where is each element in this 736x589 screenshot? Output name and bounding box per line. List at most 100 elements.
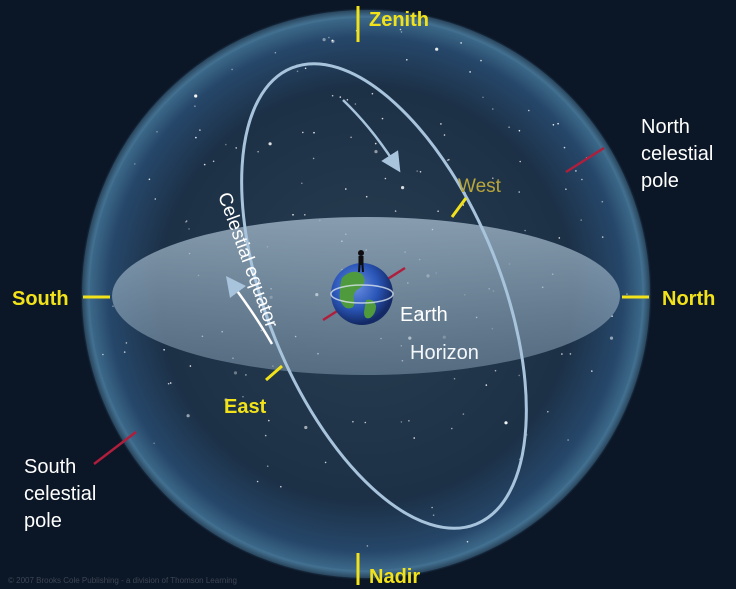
earth-label: Earth [400,304,448,326]
star [626,293,628,295]
star [552,124,555,126]
star [451,427,453,430]
star [189,365,192,367]
star [167,382,170,385]
star [565,188,567,190]
star [381,117,384,120]
star [256,480,259,483]
star [125,342,128,344]
south-celestial-pole-line-3: pole [24,510,62,532]
south-celestial-pole-label: South celestial pole [24,454,96,535]
star [569,353,572,355]
star [518,129,521,132]
star [148,178,151,181]
star [528,109,530,112]
star [264,434,267,437]
star [268,419,270,422]
sphere-glow-rim [82,10,650,578]
star [374,150,378,154]
star [519,160,521,163]
east-label: East [224,396,267,418]
north-celestial-pole-line-1: North [641,116,690,138]
star [580,219,582,221]
star [419,171,422,173]
star [408,420,410,422]
star [154,198,157,200]
equator-arrow-east [226,275,274,345]
east-tick [265,364,283,382]
star [331,39,334,42]
star [322,38,326,42]
star [406,59,408,61]
star [394,210,397,212]
star [227,209,230,212]
star [374,142,377,145]
star [400,31,403,33]
star [482,96,484,99]
star [563,146,566,149]
star [274,51,277,54]
north-celestial-pole-line-3: pole [641,170,679,192]
star [466,540,469,543]
star [518,374,520,377]
star [581,178,583,181]
star [328,36,330,39]
star [352,420,354,423]
star [567,439,569,441]
star [365,195,368,198]
west-label: West [458,176,501,197]
star [331,94,334,97]
star [346,99,349,101]
star [601,200,604,203]
south-celestial-pole-line-1: South [24,456,77,478]
star [601,236,604,238]
south-label: South [12,288,69,310]
west-tick [450,197,468,218]
star [194,94,198,98]
star [268,142,272,146]
star [242,395,244,398]
star [163,349,165,351]
star [431,506,433,509]
star [212,160,215,163]
star [364,421,367,424]
star [304,425,308,430]
star [547,410,549,413]
star [492,177,494,179]
star [231,68,233,71]
star [280,485,282,488]
star [371,92,374,95]
north-pole-axis [565,146,605,174]
south-celestial-pole-line-2: celestial [24,483,97,505]
star [301,182,303,185]
star [304,214,306,216]
star [508,126,510,128]
equator-arrow-west [342,99,401,173]
star [350,136,352,139]
star [354,103,357,105]
star [102,353,104,356]
star [366,545,369,547]
star [112,305,114,308]
south-pole-axis [93,431,137,465]
star [304,67,307,70]
star [518,191,520,193]
star [123,351,126,353]
star [561,353,563,355]
star [312,157,315,160]
star [195,136,197,139]
star [194,105,196,107]
star [266,465,269,468]
star [460,42,462,44]
star [524,229,526,232]
star [339,96,342,98]
copyright-text: © 2007 Brooks Cole Publishing - a divisi… [8,576,237,585]
star [435,47,439,51]
star [413,437,416,439]
star [609,336,614,340]
star [199,129,201,131]
star [485,384,488,386]
star [235,147,237,149]
